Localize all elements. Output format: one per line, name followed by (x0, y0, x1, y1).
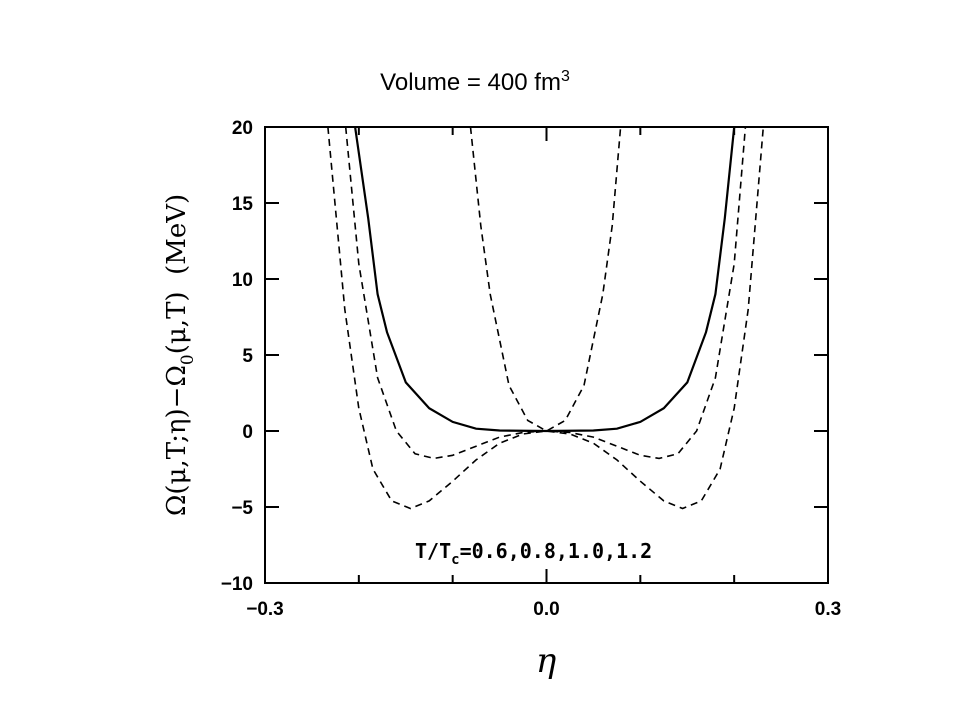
annotation: T/Tc=0.6,0.8,1.0,1.2 (415, 539, 652, 568)
curve (469, 127, 622, 432)
chart-title: Volume = 400 fm3 (380, 68, 570, 96)
y-tick-label: −10 (221, 574, 253, 595)
curve (327, 127, 765, 510)
y-tick-label: 5 (242, 346, 253, 367)
y-label-main: Ω(μ,T;η)−Ω (162, 365, 192, 516)
y-tick-label: −5 (231, 498, 253, 519)
annotation-rest: =0.6,0.8,1.0,1.2 (460, 539, 653, 563)
x-tick-label: 0.3 (815, 599, 841, 620)
x-tick-label: 0.0 (533, 599, 559, 620)
curve (344, 127, 747, 460)
annotation-main: T/T (415, 539, 451, 563)
y-tick-label: 20 (232, 118, 253, 139)
x-tick-label: −0.3 (246, 599, 284, 620)
x-axis-label: η (536, 641, 557, 681)
y-tick-label: 15 (232, 194, 254, 215)
title-superscript: 3 (561, 68, 570, 85)
plot-area (327, 127, 765, 510)
y-label-rest: (μ,T) (MeV) (162, 194, 192, 354)
curve (354, 127, 736, 433)
y-axis-label: Ω(μ,T;η)−Ω0(μ,T) (MeV) (162, 194, 198, 516)
title-text: Volume = 400 fm (380, 69, 561, 96)
y-label-subscript: 0 (178, 354, 198, 365)
y-tick-label: 10 (232, 270, 253, 291)
y-tick-label: 0 (242, 422, 253, 443)
plot-frame (264, 126, 829, 584)
annotation-subscript: c (451, 552, 459, 568)
